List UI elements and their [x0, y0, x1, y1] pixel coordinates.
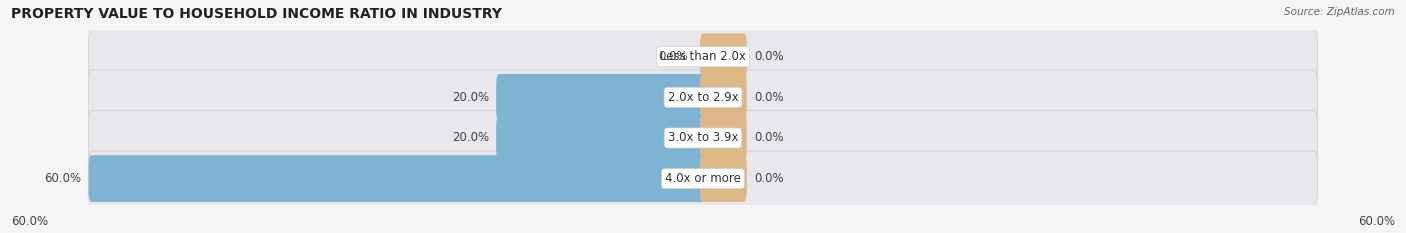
Text: 0.0%: 0.0% [754, 50, 783, 63]
Text: 20.0%: 20.0% [451, 131, 489, 144]
FancyBboxPatch shape [700, 74, 747, 121]
Text: PROPERTY VALUE TO HOUSEHOLD INCOME RATIO IN INDUSTRY: PROPERTY VALUE TO HOUSEHOLD INCOME RATIO… [11, 7, 502, 21]
FancyBboxPatch shape [700, 33, 747, 80]
Text: 0.0%: 0.0% [754, 131, 783, 144]
Text: 0.0%: 0.0% [754, 172, 783, 185]
Text: Less than 2.0x: Less than 2.0x [659, 50, 747, 63]
Text: 60.0%: 60.0% [45, 172, 82, 185]
FancyBboxPatch shape [496, 115, 706, 161]
FancyBboxPatch shape [89, 155, 706, 202]
Text: 0.0%: 0.0% [658, 50, 688, 63]
Text: 0.0%: 0.0% [754, 91, 783, 104]
FancyBboxPatch shape [89, 110, 1317, 165]
FancyBboxPatch shape [89, 70, 1317, 125]
Text: 60.0%: 60.0% [11, 215, 48, 228]
FancyBboxPatch shape [700, 115, 747, 161]
Text: 4.0x or more: 4.0x or more [665, 172, 741, 185]
FancyBboxPatch shape [89, 29, 1317, 84]
Text: 3.0x to 3.9x: 3.0x to 3.9x [668, 131, 738, 144]
Text: 60.0%: 60.0% [1358, 215, 1395, 228]
Text: 20.0%: 20.0% [451, 91, 489, 104]
Text: 2.0x to 2.9x: 2.0x to 2.9x [668, 91, 738, 104]
Text: Source: ZipAtlas.com: Source: ZipAtlas.com [1284, 7, 1395, 17]
FancyBboxPatch shape [496, 74, 706, 121]
FancyBboxPatch shape [700, 155, 747, 202]
FancyBboxPatch shape [89, 151, 1317, 206]
